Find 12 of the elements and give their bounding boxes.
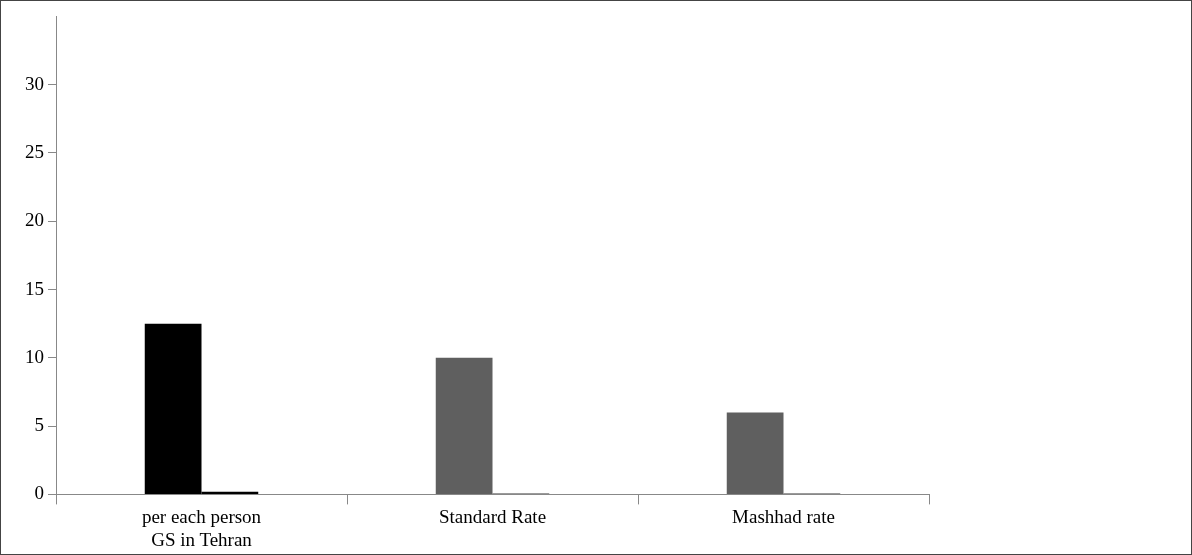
y-tick-label: 20 bbox=[25, 209, 44, 231]
y-tick-label: 15 bbox=[25, 277, 44, 299]
bar bbox=[726, 412, 784, 494]
y-tick-label: 10 bbox=[25, 345, 44, 367]
y-tick-label: 5 bbox=[34, 414, 44, 436]
x-tick-label: per each person GS in Tehran bbox=[141, 505, 262, 550]
y-tick-label: 30 bbox=[25, 72, 44, 94]
x-tick-label: Standard Rate bbox=[438, 505, 547, 527]
bar bbox=[435, 357, 493, 494]
x-tick-label: Mashhad rate bbox=[732, 505, 835, 527]
y-tick-label: 0 bbox=[34, 482, 44, 504]
y-tick-label: 25 bbox=[25, 140, 44, 162]
